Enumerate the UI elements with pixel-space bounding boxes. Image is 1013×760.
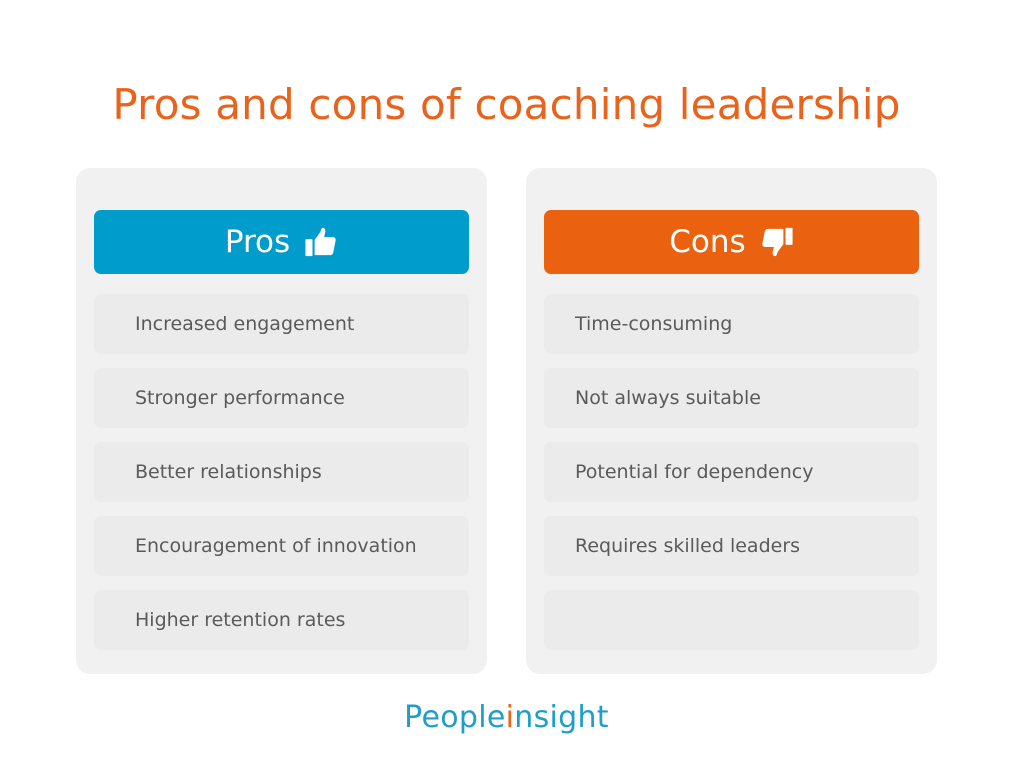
list-item: Encouragement of innovation xyxy=(94,516,469,576)
list-item: Potential for dependency xyxy=(544,442,919,502)
pros-panel: Pros Increased engagement Stronger perfo… xyxy=(76,168,487,674)
pros-header: Pros xyxy=(94,210,469,274)
pros-item-text: Stronger performance xyxy=(135,387,345,409)
pros-label: Pros xyxy=(224,224,291,260)
list-item: Increased engagement xyxy=(94,294,469,354)
list-item: Stronger performance xyxy=(94,368,469,428)
thumbs-up-icon xyxy=(305,227,336,257)
list-item xyxy=(544,590,919,650)
cons-panel: Cons Time-consuming Not always suitable … xyxy=(526,168,937,674)
cons-label: Cons xyxy=(669,224,746,260)
list-item: Requires skilled leaders xyxy=(544,516,919,576)
thumbs-down-icon xyxy=(762,227,793,257)
cons-item-text: Requires skilled leaders xyxy=(575,535,801,557)
pros-item-text: Increased engagement xyxy=(135,313,355,335)
pros-item-text: Encouragement of innovation xyxy=(135,535,417,557)
list-item: Higher retention rates xyxy=(94,590,469,650)
cons-item-text: Potential for dependency xyxy=(575,461,814,483)
page-title: Pros and cons of coaching leadership xyxy=(112,80,901,129)
pros-item-text: Better relationships xyxy=(135,461,322,483)
list-item: Not always suitable xyxy=(544,368,919,428)
peopleinsight-logo: Peopleinsight xyxy=(0,700,1013,735)
logo-part-nsight: nsight xyxy=(514,700,609,735)
list-item: Time-consuming xyxy=(544,294,919,354)
cons-item-text: Time-consuming xyxy=(575,313,733,335)
cons-item-text: Not always suitable xyxy=(575,387,761,409)
pros-list: Increased engagement Stronger performanc… xyxy=(94,294,469,664)
pros-item-text: Higher retention rates xyxy=(135,609,346,631)
list-item: Better relationships xyxy=(94,442,469,502)
logo-part-i: i xyxy=(505,700,515,735)
cons-list: Time-consuming Not always suitable Poten… xyxy=(544,294,919,664)
logo-part-people: People xyxy=(404,700,506,735)
cons-header: Cons xyxy=(544,210,919,274)
